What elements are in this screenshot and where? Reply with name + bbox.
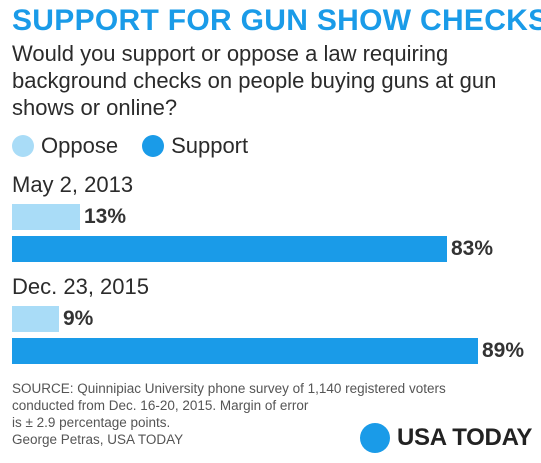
legend-item-oppose: Oppose bbox=[12, 133, 118, 159]
legend-label-support: Support bbox=[171, 133, 249, 158]
category-label: May 2, 2013 bbox=[12, 172, 134, 197]
data-label: 83% bbox=[451, 237, 494, 260]
chart-title: SUPPORT FOR GUN SHOW CHECKS bbox=[12, 4, 541, 37]
legend-swatch-oppose bbox=[12, 135, 34, 157]
category-label: Dec. 23, 2015 bbox=[12, 274, 149, 299]
legend-swatch-support bbox=[142, 135, 165, 157]
data-label: 13% bbox=[84, 205, 127, 228]
legend-label-oppose: Oppose bbox=[41, 133, 119, 158]
usa-today-logo: USA TODAY bbox=[360, 423, 532, 453]
source-note: SOURCE: Quinnipiac University phone surv… bbox=[12, 380, 532, 448]
legend: Oppose Support bbox=[12, 132, 272, 160]
bar-oppose bbox=[12, 204, 80, 230]
data-label: 9% bbox=[63, 307, 94, 330]
source-line: SOURCE: Quinnipiac University phone surv… bbox=[12, 381, 446, 396]
credit-line: George Petras, USA TODAY bbox=[12, 432, 184, 447]
brand-dot-icon bbox=[360, 423, 390, 453]
source-line: conducted from Dec. 16-20, 2015. Margin … bbox=[12, 398, 309, 413]
legend-item-support: Support bbox=[142, 133, 248, 159]
bar-support bbox=[12, 236, 447, 262]
chart-subtitle: Would you support or oppose a law requir… bbox=[12, 41, 497, 120]
bar-oppose bbox=[12, 306, 59, 332]
source-line: is ± 2.9 percentage points. bbox=[12, 415, 171, 430]
brand-wordmark: USA TODAY bbox=[397, 424, 533, 451]
data-label: 89% bbox=[482, 339, 525, 362]
bar-support bbox=[12, 338, 478, 364]
